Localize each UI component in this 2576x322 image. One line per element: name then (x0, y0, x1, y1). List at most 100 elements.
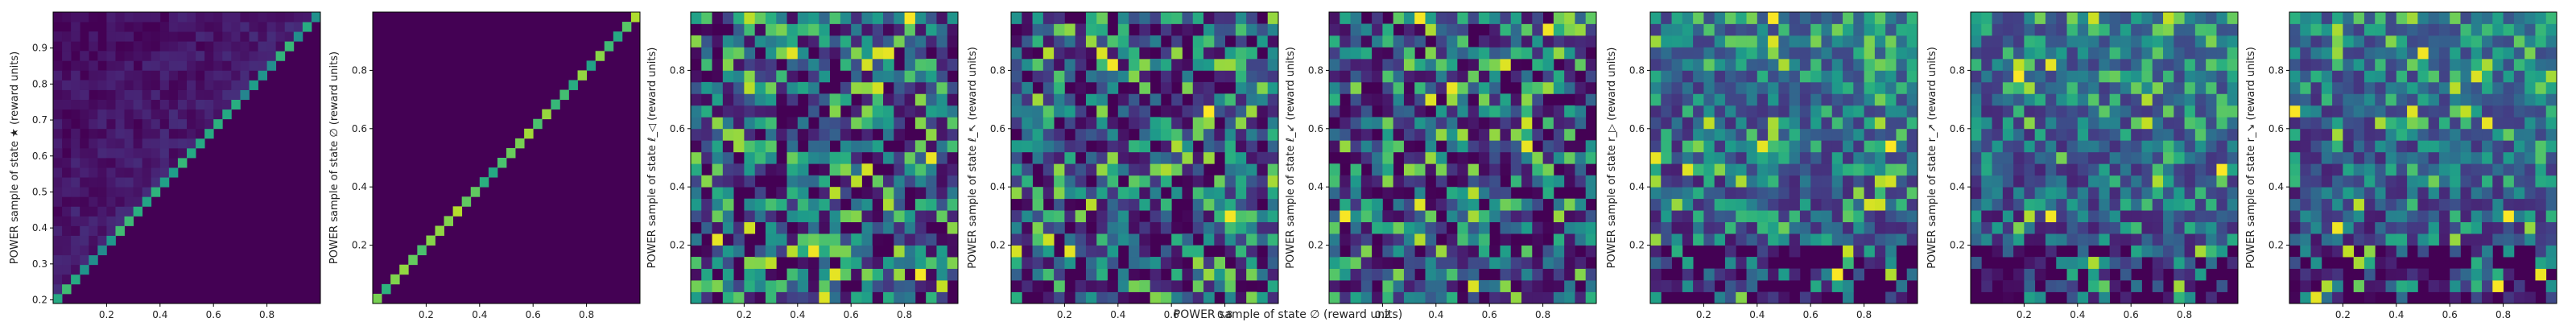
heatmap-cell (1693, 117, 1704, 130)
heatmap-cell (1575, 81, 1587, 94)
heatmap-cell (2034, 210, 2046, 223)
heatmap-cell (177, 31, 188, 42)
heatmap-cell (2482, 140, 2493, 153)
heatmap-cell (733, 175, 745, 188)
heatmap-cell (2131, 12, 2142, 24)
heatmap-cell (1107, 280, 1119, 292)
heatmap-cell (2363, 221, 2376, 234)
heatmap-cell (894, 23, 905, 36)
heatmap-cell (2184, 81, 2196, 94)
heatmap-cell (1393, 105, 1405, 118)
heatmap-cell (1992, 70, 2004, 83)
heatmap-cell (151, 158, 161, 168)
heatmap-cell (240, 70, 250, 80)
heatmap-cell (80, 12, 89, 23)
heatmap-cell (786, 163, 799, 176)
heatmap-cell (1489, 35, 1501, 47)
heatmap-cell (2343, 175, 2355, 188)
heatmap-cell (808, 291, 819, 304)
heatmap-cell (1843, 117, 1854, 130)
heatmap-cell (1129, 268, 1140, 281)
heatmap-cell (106, 167, 116, 178)
heatmap-cell (1393, 140, 1405, 153)
heatmap-cell (2471, 23, 2483, 36)
heatmap-cell (2407, 175, 2418, 188)
heatmap-cell (861, 268, 873, 281)
heatmap-cell (1360, 233, 1373, 246)
heatmap-cell (936, 291, 948, 304)
heatmap-cell (851, 128, 862, 141)
heatmap-cell (1435, 58, 1447, 71)
heatmap-cell (159, 80, 170, 90)
heatmap-cell (2034, 140, 2046, 153)
heatmap-cell (1192, 105, 1204, 118)
heatmap-cell (1447, 187, 1458, 200)
heatmap-cell (1693, 35, 1704, 47)
heatmap-cell (2141, 210, 2153, 223)
heatmap-cell (1022, 23, 1033, 36)
heatmap-cell (1340, 257, 1351, 269)
heatmap-cell (2141, 221, 2153, 234)
heatmap-cell (1329, 58, 1340, 71)
heatmap-cell (1768, 117, 1779, 130)
heatmap-cell (1447, 221, 1458, 234)
heatmap-cell (1724, 257, 1736, 269)
heatmap-cell (1981, 233, 1992, 246)
heatmap-cell (2385, 47, 2397, 60)
heatmap-cell (1768, 198, 1779, 211)
heatmap-cell (2289, 233, 2301, 246)
heatmap-cell (142, 70, 152, 80)
heatmap-cell (1736, 105, 1747, 118)
heatmap-cell (106, 225, 116, 236)
heatmap-cell (861, 23, 873, 36)
heatmap-cell (196, 89, 205, 100)
heatmap-cell (2024, 210, 2036, 223)
heatmap-cell (1329, 70, 1340, 83)
heatmap-cell (62, 158, 72, 168)
heatmap-cell (1874, 233, 1886, 246)
heatmap-cell (275, 22, 286, 32)
heatmap-cell (1585, 233, 1597, 246)
heatmap-cell (1350, 35, 1362, 47)
heatmap-cell (2407, 221, 2418, 234)
heatmap-cell (1414, 163, 1426, 176)
heatmap-cell (2088, 35, 2099, 47)
heatmap-cell (151, 60, 161, 71)
heatmap-cell (1992, 81, 2004, 94)
heatmap-cell (1489, 93, 1501, 106)
heatmap-cell (786, 70, 799, 83)
heatmap-cell (1874, 23, 1886, 36)
heatmap-cell (62, 235, 72, 246)
heatmap-cell (2438, 221, 2450, 234)
heatmap-cell (80, 254, 89, 266)
heatmap-cell (1468, 198, 1480, 211)
heatmap-cell (1192, 35, 1204, 47)
heatmap-cell (1736, 163, 1747, 176)
heatmap-cell (754, 93, 766, 106)
heatmap-cell (1139, 257, 1151, 269)
axes-frame (2289, 11, 2557, 304)
heatmap-cell (2174, 128, 2185, 141)
heatmap-cell (1192, 58, 1204, 71)
x-tick-label: 0.4 (1428, 309, 1443, 320)
heatmap-cell (2289, 257, 2301, 269)
heatmap-cell (872, 233, 884, 246)
heatmap-cell (2216, 117, 2228, 130)
heatmap-cell (2482, 70, 2493, 83)
heatmap-cell (1799, 291, 1811, 304)
heatmap-cell (1500, 198, 1512, 211)
heatmap-cell (1203, 151, 1215, 164)
heatmap-cell (1885, 233, 1897, 246)
heatmap-cell (106, 206, 116, 217)
heatmap-cell (1778, 291, 1790, 304)
heatmap-cell (1382, 93, 1394, 106)
heatmap-cell (1011, 151, 1022, 164)
heatmap-cell (1810, 151, 1822, 164)
heatmap-cell (1447, 35, 1458, 47)
heatmap-cell (2066, 70, 2079, 83)
heatmap-cell (1382, 221, 1394, 234)
y-tick-label: 0.8 (990, 64, 1005, 76)
heatmap-cell (2492, 151, 2504, 164)
heatmap-cell (1340, 210, 1351, 223)
